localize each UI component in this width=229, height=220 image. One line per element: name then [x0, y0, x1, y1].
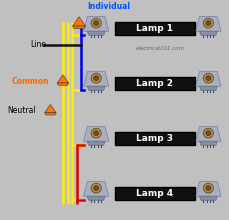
- Circle shape: [91, 183, 101, 193]
- Polygon shape: [196, 126, 221, 141]
- Circle shape: [94, 186, 99, 191]
- Polygon shape: [200, 31, 217, 35]
- Polygon shape: [196, 72, 221, 86]
- Polygon shape: [84, 72, 109, 86]
- Text: Individual: Individual: [87, 2, 130, 11]
- Circle shape: [206, 21, 211, 26]
- Polygon shape: [196, 16, 221, 31]
- Circle shape: [94, 21, 99, 26]
- Polygon shape: [87, 31, 105, 35]
- Polygon shape: [57, 83, 69, 85]
- Circle shape: [94, 76, 99, 81]
- Circle shape: [203, 183, 213, 193]
- Circle shape: [203, 128, 213, 138]
- FancyBboxPatch shape: [114, 132, 195, 145]
- Circle shape: [203, 73, 213, 83]
- Text: Lamp 3: Lamp 3: [136, 134, 173, 143]
- Text: Lamp 1: Lamp 1: [136, 24, 173, 33]
- Circle shape: [91, 128, 101, 138]
- Polygon shape: [84, 182, 109, 196]
- Text: Lamp 4: Lamp 4: [136, 189, 173, 198]
- Text: Line: Line: [30, 40, 46, 48]
- Text: Neutral: Neutral: [7, 106, 35, 114]
- Polygon shape: [45, 104, 56, 113]
- Polygon shape: [196, 182, 221, 196]
- Text: electrical101.com: electrical101.com: [136, 46, 185, 51]
- Polygon shape: [84, 126, 109, 141]
- Circle shape: [206, 131, 211, 136]
- Polygon shape: [87, 86, 105, 90]
- FancyBboxPatch shape: [114, 22, 195, 35]
- Polygon shape: [45, 113, 56, 115]
- Polygon shape: [200, 86, 217, 90]
- Circle shape: [91, 18, 101, 28]
- Polygon shape: [73, 26, 85, 29]
- Circle shape: [206, 186, 211, 191]
- FancyBboxPatch shape: [114, 187, 195, 200]
- FancyBboxPatch shape: [114, 77, 195, 90]
- Polygon shape: [87, 196, 105, 200]
- Circle shape: [94, 131, 99, 136]
- Polygon shape: [200, 141, 217, 145]
- Text: Lamp 2: Lamp 2: [136, 79, 173, 88]
- Text: Common: Common: [11, 77, 49, 86]
- Polygon shape: [73, 17, 85, 26]
- Polygon shape: [87, 141, 105, 145]
- Circle shape: [91, 73, 101, 83]
- Polygon shape: [57, 75, 69, 83]
- Polygon shape: [84, 16, 109, 31]
- Circle shape: [206, 76, 211, 81]
- Circle shape: [203, 18, 213, 28]
- Polygon shape: [200, 196, 217, 200]
